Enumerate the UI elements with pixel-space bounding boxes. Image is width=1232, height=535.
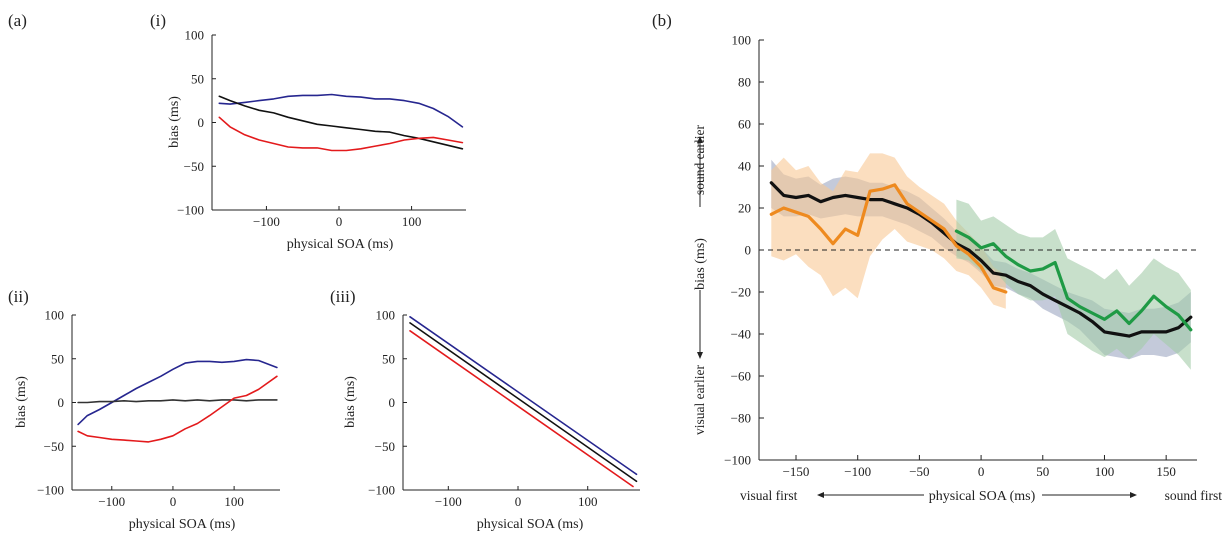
y-tick-label: −60 bbox=[731, 369, 751, 384]
y-axis-label: bias (ms) bbox=[343, 376, 358, 428]
x-axis-label: physical SOA (ms) bbox=[129, 517, 236, 532]
x-direction-arrow-right bbox=[1042, 492, 1137, 498]
y-tick-label: 0 bbox=[198, 115, 205, 130]
series-line bbox=[769, 183, 1008, 294]
y-tick-label: −100 bbox=[177, 203, 204, 218]
y-tick-label: −40 bbox=[731, 327, 751, 342]
y-tick-label: 100 bbox=[45, 308, 65, 323]
y-tick-label: −50 bbox=[44, 439, 64, 454]
y-axis-label: bias (ms) bbox=[167, 96, 182, 148]
y-direction-arrow-up bbox=[697, 136, 703, 207]
plot-area: 100 80 60 40 20 0 −20 −40 −60 −80 −100 −150 −100 −50 0… bbox=[724, 33, 1197, 479]
x-tick-label: −100 bbox=[98, 494, 125, 509]
x-tick-label: 0 bbox=[170, 494, 177, 509]
x-direction-arrow-left bbox=[817, 492, 924, 498]
x-tick-label: 100 bbox=[578, 494, 598, 509]
y-tick-label: 60 bbox=[738, 117, 751, 132]
y-tick-label: 0 bbox=[745, 243, 752, 258]
confidence-band bbox=[771, 153, 1006, 309]
y-tick-label: 50 bbox=[382, 351, 395, 366]
chart-b: 100 80 60 40 20 0 −20 −40 −60 −80 −100 −150 −100 −50 0… bbox=[692, 33, 1222, 505]
x-tick-label: 0 bbox=[978, 464, 985, 479]
x-tick-label: 100 bbox=[402, 214, 422, 229]
x-tick-label: 50 bbox=[1036, 464, 1049, 479]
y-tick-label: 40 bbox=[738, 159, 751, 174]
y-tick-label: 20 bbox=[738, 201, 751, 216]
x-annotation-right: sound first bbox=[1165, 488, 1223, 503]
series-line bbox=[218, 93, 464, 128]
panel-label-i: (i) bbox=[150, 11, 166, 30]
series-line bbox=[77, 399, 278, 404]
x-axis-label: physical SOA (ms) bbox=[929, 489, 1036, 504]
series-line bbox=[409, 329, 634, 488]
x-tick-label: 100 bbox=[224, 494, 244, 509]
y-tick-label: 100 bbox=[185, 28, 205, 43]
x-axis-label: physical SOA (ms) bbox=[287, 237, 394, 252]
y-tick-label: 0 bbox=[58, 395, 65, 410]
y-axis-label: bias (ms) bbox=[14, 376, 29, 428]
x-tick-label: 0 bbox=[515, 494, 522, 509]
y-tick-label: −50 bbox=[184, 159, 204, 174]
series-line bbox=[77, 358, 278, 426]
x-tick-label: 100 bbox=[1095, 464, 1115, 479]
y-direction-arrow-down bbox=[697, 290, 703, 359]
panel-b-label: (b) bbox=[652, 11, 672, 30]
panel-label-iii: (iii) bbox=[330, 287, 356, 306]
x-tick-label: −100 bbox=[435, 494, 462, 509]
panel-a-label: (a) bbox=[8, 11, 27, 30]
x-tick-label: −100 bbox=[844, 464, 871, 479]
y-tick-label: 80 bbox=[738, 75, 751, 90]
series-line bbox=[218, 95, 464, 150]
plot-area: 100 50 0 −50 −100 −100 0 100 bbox=[368, 308, 640, 509]
series-line bbox=[77, 375, 278, 443]
y-axis-label: bias (ms) bbox=[693, 238, 708, 290]
y-tick-label: 50 bbox=[51, 351, 64, 366]
x-tick-label: −100 bbox=[253, 214, 280, 229]
series-line bbox=[954, 229, 1193, 332]
y-tick-label: −100 bbox=[37, 483, 64, 498]
y-annotation-bottom: visual earlier bbox=[692, 364, 707, 435]
chart-a-ii: (ii) 100 50 0 −50 −100 −100 0 100 physical SOA … bbox=[8, 287, 280, 532]
y-tick-label: 100 bbox=[732, 33, 752, 48]
y-tick-label: −50 bbox=[375, 439, 395, 454]
series-line bbox=[769, 181, 1193, 338]
chart-a-iii: (iii) 100 50 0 −50 −100 −100 0 100 physical SOA… bbox=[330, 287, 640, 532]
chart-a-i: (i) 100 50 0 −50 −100 −100 0 100 physical SOA (… bbox=[150, 11, 466, 252]
x-annotation-left: visual first bbox=[740, 488, 798, 503]
x-tick-label: −150 bbox=[783, 464, 810, 479]
x-tick-label: 150 bbox=[1156, 464, 1176, 479]
x-tick-label: 0 bbox=[336, 214, 343, 229]
x-tick-label: −50 bbox=[909, 464, 929, 479]
plot-area: 100 50 0 −50 −100 −100 0 100 bbox=[177, 28, 466, 229]
y-tick-label: 0 bbox=[389, 395, 396, 410]
panel-label-ii: (ii) bbox=[8, 287, 29, 306]
y-tick-label: −100 bbox=[724, 453, 751, 468]
y-tick-label: −100 bbox=[368, 483, 395, 498]
series-line bbox=[409, 315, 638, 476]
y-tick-label: −80 bbox=[731, 411, 751, 426]
x-axis-label: physical SOA (ms) bbox=[477, 517, 584, 532]
plot-area: 100 50 0 −50 −100 −100 0 100 bbox=[37, 308, 280, 509]
y-tick-label: 100 bbox=[376, 308, 396, 323]
series-line bbox=[218, 116, 464, 152]
y-tick-label: 50 bbox=[191, 71, 204, 86]
series-line bbox=[409, 322, 638, 483]
y-tick-label: −20 bbox=[731, 285, 751, 300]
confidence-band bbox=[956, 199, 1191, 370]
